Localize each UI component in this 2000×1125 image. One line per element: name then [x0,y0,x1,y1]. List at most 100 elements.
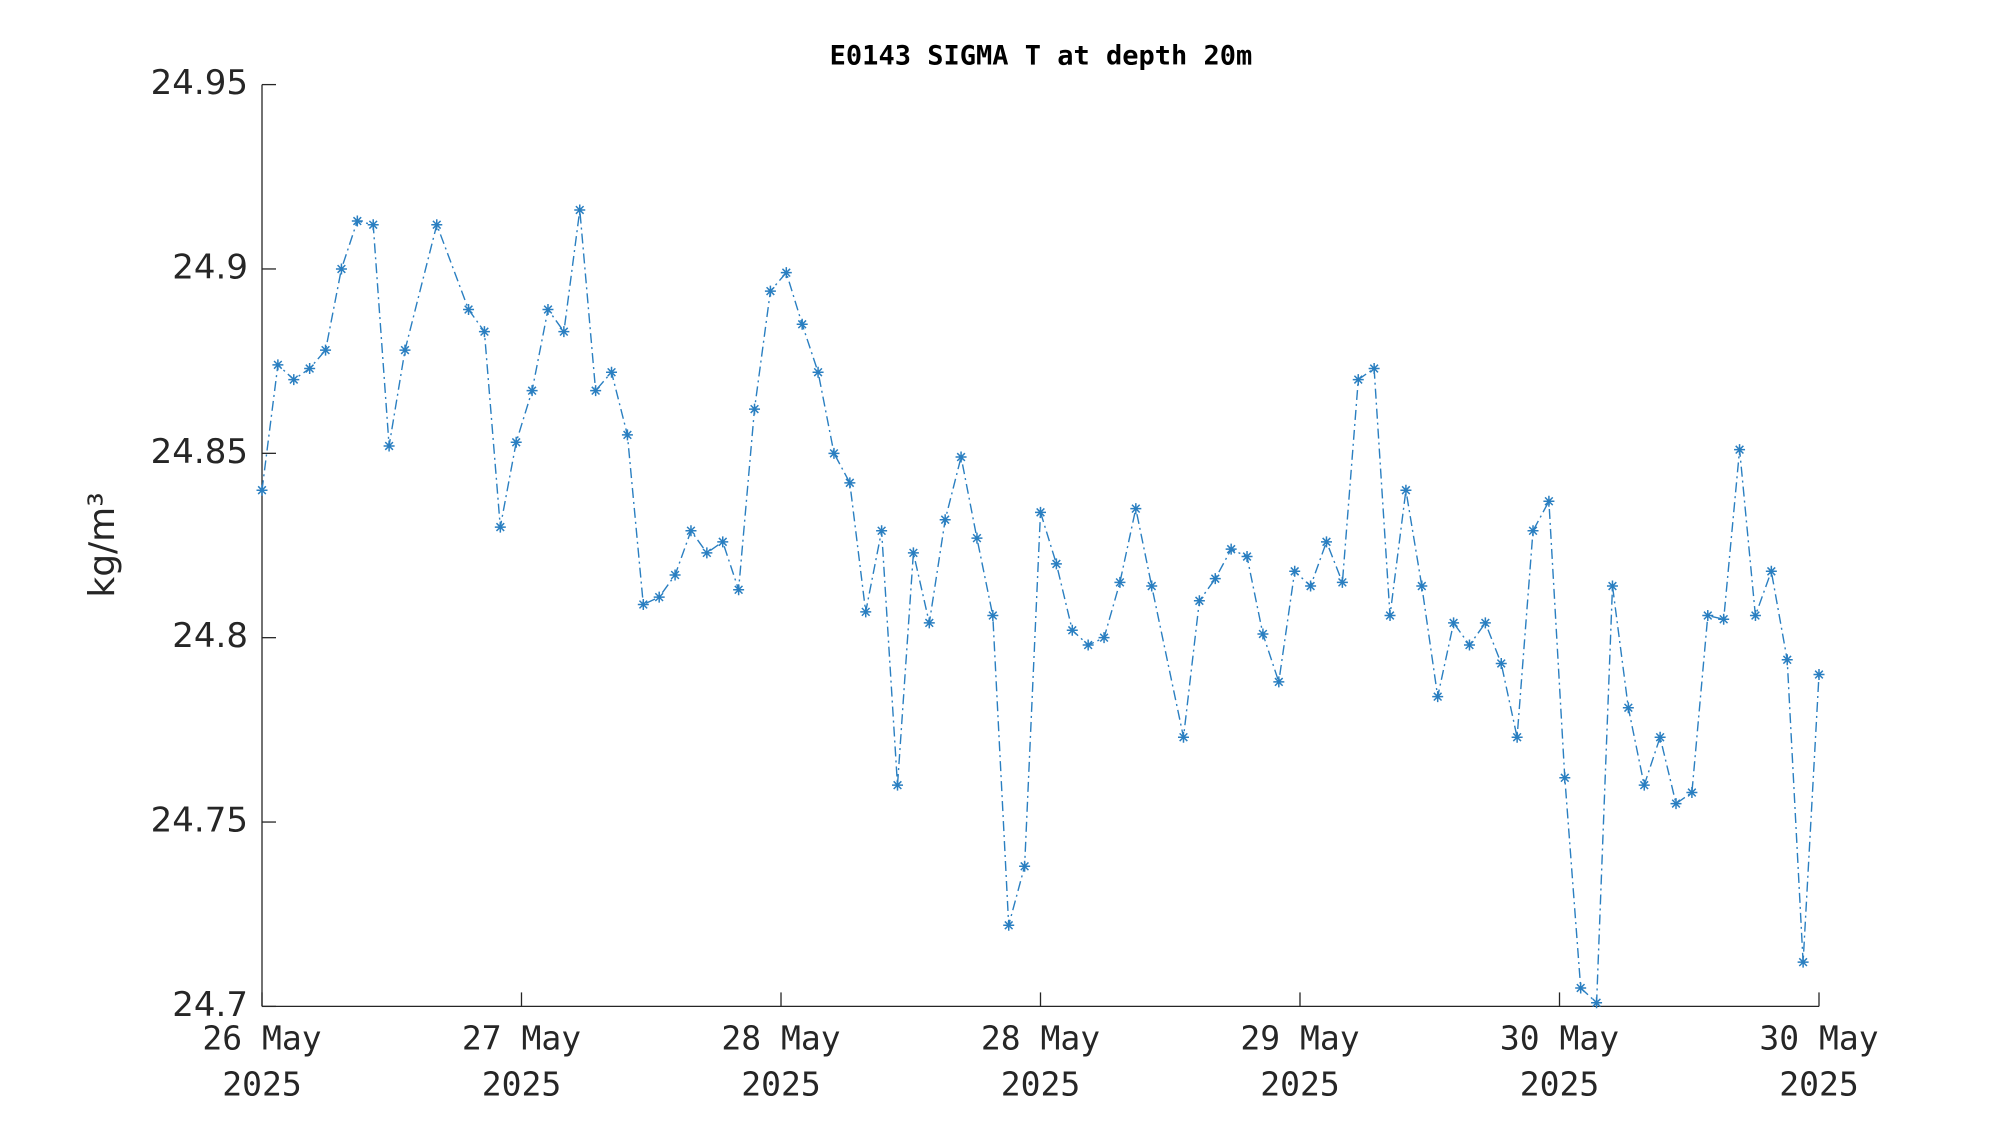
data-point [494,521,506,533]
data-point [1797,956,1809,968]
y-axis-label: kg/m³ [82,492,123,597]
data-point [463,304,475,316]
data-point [971,532,983,544]
data-point [844,477,856,489]
data-point [637,598,649,610]
y-tick-label: 24.7 [172,985,248,1025]
data-point [1320,536,1332,548]
data-point [510,436,522,448]
data-point [1273,676,1285,688]
data-point [1765,565,1777,577]
x-tick-label: 30 May 2025 [1759,1018,1878,1103]
data-point [478,326,490,338]
data-point [335,263,347,275]
data-point [1066,624,1078,636]
data-point [939,514,951,526]
data-point [1686,787,1698,799]
x-tick-label: 28 May 2025 [981,1018,1100,1103]
data-point [1416,580,1428,592]
data-point [1638,779,1650,791]
data-point [1384,610,1396,622]
data-point [1543,495,1555,507]
data-point [1702,610,1714,622]
x-tick-label: 29 May 2025 [1240,1018,1359,1103]
x-tick-label: 26 May 2025 [202,1018,321,1103]
data-point [1654,731,1666,743]
x-tick-label: 27 May 2025 [462,1018,581,1103]
data-point [1670,798,1682,810]
data-point [1448,617,1460,629]
data-point [621,429,633,441]
data-point [1495,657,1507,669]
y-tick-label: 24.95 [151,63,248,103]
data-point [351,215,363,227]
data-point [1479,617,1491,629]
data-point [1575,982,1587,994]
data-point [574,204,586,216]
y-tick-label: 24.85 [151,432,248,472]
data-point [1146,580,1158,592]
data-point [1781,654,1793,666]
data-point [1225,543,1237,555]
data-point [399,344,411,356]
data-point [860,606,872,618]
data-point [383,440,395,452]
data-point [701,547,713,559]
data-point [653,591,665,603]
data-point [1749,610,1761,622]
chart-title: E0143 SIGMA T at depth 20m [830,41,1253,72]
data-point [907,547,919,559]
data-point [749,403,761,415]
data-point [1463,639,1475,651]
data-point [256,484,268,496]
data-point [288,374,300,386]
data-point [1432,691,1444,703]
data-point [367,219,379,231]
data-point [1114,576,1126,588]
data-point [669,569,681,581]
data-point [558,326,570,338]
data-point [1130,503,1142,515]
data-point [1098,632,1110,644]
data-point [796,318,808,330]
data-point [955,451,967,463]
data-point [1289,565,1301,577]
data-point [272,359,284,371]
data-point [1257,628,1269,640]
data-point [1606,580,1618,592]
data-point [1035,506,1046,518]
data-point [1734,444,1746,456]
x-tick-label: 30 May 2025 [1500,1018,1619,1103]
data-point [526,385,538,397]
data-point [1082,639,1094,651]
data-point [1209,573,1221,585]
data-point [1336,576,1348,588]
data-point [590,385,602,397]
x-tick-label: 28 May 2025 [721,1018,840,1103]
data-point [1193,595,1205,607]
data-point [1559,772,1571,784]
data-point [431,219,443,231]
data-point [685,525,697,537]
data-point [828,447,840,459]
data-point [1591,997,1603,1009]
data-point [1177,731,1189,743]
data-point [812,366,824,378]
data-point [1527,525,1539,537]
data-point [1241,551,1253,563]
y-tick-label: 24.9 [172,247,248,287]
y-tick-label: 24.75 [151,801,248,841]
data-point [320,344,332,356]
data-point [606,366,618,378]
data-point [1368,363,1380,375]
data-point [1003,919,1015,931]
data-point [1718,613,1730,625]
data-point [764,285,776,297]
data-point [987,610,999,622]
data-point [923,617,935,629]
data-point [1352,374,1364,386]
data-point [542,304,554,316]
y-tick-label: 24.8 [172,616,248,656]
data-point [1400,484,1412,496]
